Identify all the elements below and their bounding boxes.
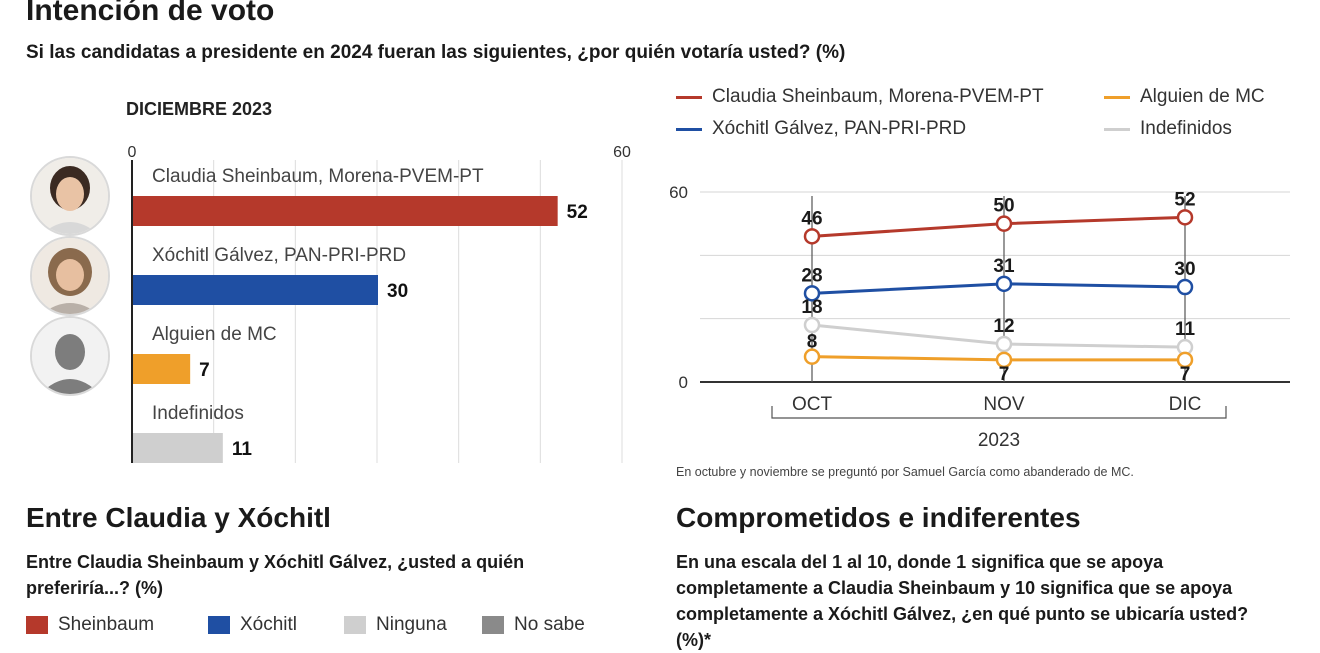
legend-label: Xóchitl (240, 614, 298, 635)
bar-chart-title: DICIEMBRE 2023 (126, 99, 273, 119)
bar (133, 354, 191, 384)
legend-swatch (482, 616, 504, 634)
line-data-label: 28 (801, 265, 822, 286)
legend-label: No sabe (514, 614, 585, 635)
line-data-label: 7 (1180, 364, 1191, 385)
legend-label: Ninguna (376, 614, 447, 635)
line-data-label: 31 (993, 256, 1015, 277)
line-chart: 60 0 18 12 11 8 7 7 28 31 30 46 50 52 OCT NOV DIC 2023 (669, 183, 1290, 451)
line-data-label: 7 (999, 364, 1010, 385)
avatar-sheinbaum (30, 156, 110, 236)
bar-value-label: 7 (199, 360, 210, 381)
line-point (803, 285, 821, 302)
line-data-label: 52 (1174, 189, 1195, 210)
bar (133, 433, 223, 463)
bar-value-label: 11 (232, 439, 253, 460)
bar-category-label: Alguien de MC (152, 324, 277, 345)
legend-label: Sheinbaum (58, 614, 155, 635)
line-point (1176, 209, 1194, 226)
person-photo-icon (32, 238, 108, 314)
line-data-label: 46 (801, 208, 822, 229)
legend-item-sheinbaum-2: Sheinbaum (26, 614, 154, 636)
legend-swatch (26, 616, 48, 634)
legend-item-ninguna-2: Ninguna (344, 614, 447, 636)
bar-chart: 0 60 Claudia Sheinbaum, Morena-PVEM-PT 52 X… (128, 144, 631, 463)
section-question-entre: Entre Claudia Sheinbaum y Xóchitl Gálvez… (26, 552, 525, 598)
line-point (995, 275, 1013, 293)
line-data-label: 18 (801, 297, 822, 318)
line-point (995, 215, 1013, 232)
line-data-label: 12 (993, 316, 1014, 337)
line-tick-label: 0 (679, 373, 688, 392)
legend-label: Alguien de MC (1140, 86, 1265, 107)
avatar-mc (30, 316, 110, 396)
legend-label: Xóchitl Gálvez, PAN-PRI-PRD (712, 118, 967, 139)
legend-item-nosabe-2: No sabe (482, 614, 585, 636)
line-point (1176, 278, 1194, 296)
person-photo-icon (32, 158, 108, 234)
bar-value-label: 52 (567, 202, 588, 223)
legend-line-swatch (676, 95, 702, 99)
legend-item-galvez: Xóchitl Gálvez, PAN-PRI-PRD (676, 118, 966, 140)
chart-footnote: En octubre y noviembre se preguntó por S… (676, 465, 1134, 479)
legend-line-swatch (1104, 127, 1130, 131)
line-x-label: DIC (1169, 394, 1202, 415)
line-data-label: 50 (993, 196, 1014, 217)
page-subtitle: Si las candidatas a presidente en 2024 f… (26, 42, 846, 63)
section-title-comprometidos: Comprometidos e indiferentes (676, 502, 1081, 533)
bar-tick-label: 0 (128, 144, 137, 161)
year-bracket (771, 406, 1227, 419)
line-data-label: 8 (807, 332, 818, 353)
line-data-label: 11 (1175, 319, 1196, 340)
legend-item-indefinidos: Indefinidos (1104, 118, 1232, 140)
line-point (995, 335, 1013, 353)
legend-item-xochitl-2: Xóchitl (208, 614, 297, 636)
line-x-label: OCT (792, 394, 833, 415)
line-point (803, 228, 821, 245)
line-point (1176, 351, 1194, 369)
legend-line-swatch (676, 127, 702, 131)
person-silhouette-icon (32, 318, 108, 394)
avatar-galvez (30, 236, 110, 316)
bar-category-label: Xóchitl Gálvez, PAN-PRI-PRD (152, 245, 406, 266)
bar (133, 275, 378, 305)
legend-swatch (208, 616, 230, 634)
section-question-comprometidos: En una escala del 1 al 10, donde 1 signi… (676, 552, 1249, 650)
page-title: Intención de voto (26, 0, 275, 27)
legend-line-swatch (1104, 95, 1130, 99)
line-point (803, 316, 821, 334)
line-data-label: 30 (1174, 259, 1195, 280)
line-tick-label: 60 (669, 183, 688, 202)
legend-swatch (344, 616, 366, 634)
section-title-entre: Entre Claudia y Xóchitl (26, 502, 331, 533)
legend-label: Claudia Sheinbaum, Morena-PVEM-PT (712, 86, 1044, 107)
legend-item-mc: Alguien de MC (1104, 86, 1265, 108)
bar (133, 196, 558, 226)
bar-category-label: Claudia Sheinbaum, Morena-PVEM-PT (152, 166, 484, 187)
legend-item-sheinbaum: Claudia Sheinbaum, Morena-PVEM-PT (676, 86, 1044, 108)
legend-label: Indefinidos (1140, 118, 1232, 139)
line-point (803, 348, 821, 365)
bar-tick-label: 60 (613, 144, 631, 161)
bar-category-label: Indefinidos (152, 403, 244, 424)
line-x-label: NOV (983, 394, 1025, 415)
line-x-axis-title: 2023 (978, 430, 1020, 451)
line-point (995, 351, 1013, 369)
bar-value-label: 30 (387, 281, 408, 302)
